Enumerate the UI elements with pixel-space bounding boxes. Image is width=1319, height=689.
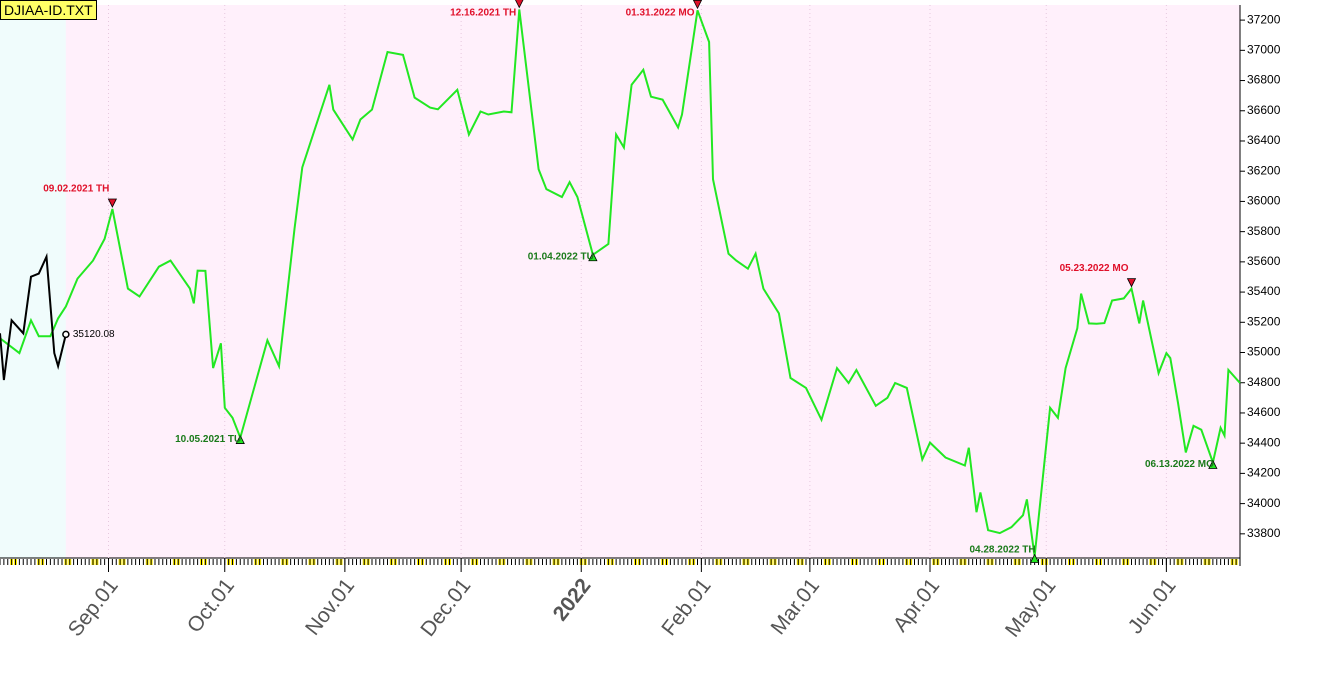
y-tick-label: 34200 xyxy=(1247,466,1281,480)
annotation-label: 09.02.2021 TH xyxy=(43,184,109,195)
annotation-label: 01.04.2022 TU xyxy=(528,251,594,262)
trough-marker xyxy=(235,434,245,444)
y-tick-label: 36000 xyxy=(1247,194,1281,208)
chart-title: DJIAA-ID.TXT xyxy=(4,2,93,18)
last-point xyxy=(62,330,70,339)
y-tick-label: 34800 xyxy=(1247,375,1281,389)
peak-marker xyxy=(1126,278,1137,288)
peak-marker xyxy=(692,0,703,10)
y-tick-label: 36400 xyxy=(1247,133,1281,147)
y-tick-label: 35400 xyxy=(1247,284,1281,298)
y-tick-label: 35600 xyxy=(1247,254,1281,268)
y-tick-label: 33800 xyxy=(1247,526,1281,540)
annotation-label: 01.31.2022 MO xyxy=(626,8,695,19)
y-tick-label: 36600 xyxy=(1247,103,1281,117)
y-tick-label: 34600 xyxy=(1247,405,1281,419)
day-tick xyxy=(0,559,2,565)
peak-marker xyxy=(515,0,524,9)
trough-marker xyxy=(588,251,598,262)
trough-marker xyxy=(1029,553,1040,563)
annotation-label: 12.16.2021 TH xyxy=(450,8,516,19)
annotation-label: 04.28.2022 TH xyxy=(969,545,1035,556)
y-tick-label: 36200 xyxy=(1247,163,1281,177)
y-tick-label: 37000 xyxy=(1247,42,1281,56)
y-tick-label: 36800 xyxy=(1247,73,1281,87)
peak-marker xyxy=(107,198,118,208)
plot-area: Sep.01 Oct.01 Nov.01 Dec.01 2022 Feb.01 Mar.01… xyxy=(0,0,1281,642)
annotation-label: 06.13.2022 MO xyxy=(1145,459,1214,470)
last-value-label: 35120.08 xyxy=(73,329,115,340)
y-tick-label: 34000 xyxy=(1247,496,1281,510)
y-tick-label: 35000 xyxy=(1247,345,1281,359)
projection-zone xyxy=(0,5,66,558)
y-tick-label: 34400 xyxy=(1247,435,1281,449)
annotation-label: 05.23.2022 MO xyxy=(1060,263,1129,274)
y-tick-label: 37200 xyxy=(1247,12,1281,26)
annotation-label: 10.05.2021 TU xyxy=(175,434,241,445)
y-tick-label: 35200 xyxy=(1247,314,1281,328)
y-tick-label: 35800 xyxy=(1247,224,1281,238)
plot-background xyxy=(65,5,1240,558)
price-line xyxy=(0,252,67,381)
price-line xyxy=(0,9,1241,557)
title-box: DJIAA-ID.TXT xyxy=(0,0,97,20)
trough-marker xyxy=(1208,459,1218,469)
